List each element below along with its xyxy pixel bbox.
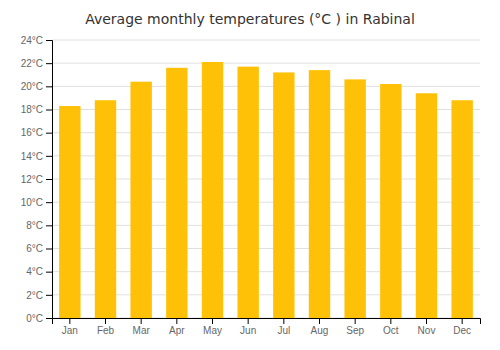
tick-mark [283, 318, 284, 324]
tick-mark [46, 225, 52, 226]
tick-label: 10°C [21, 197, 43, 208]
tick-mark [355, 318, 356, 324]
tick: 0°C [26, 313, 52, 324]
tick: Mar [133, 318, 151, 336]
tick: 10°C [21, 197, 52, 208]
tick: 14°C [21, 151, 52, 162]
tick-label: 16°C [21, 127, 43, 138]
tick: May [203, 318, 222, 336]
tick-mark [426, 318, 427, 324]
tick: Apr [169, 318, 185, 336]
x-axis: Jan Feb Mar Apr May Jun Jul Aug Sep Oct Nov Dec [53, 318, 481, 336]
tick-label: 4°C [26, 266, 43, 277]
grid-line [52, 86, 480, 87]
tick-mark [212, 318, 213, 324]
bar [202, 62, 223, 318]
axis-domain [46, 41, 53, 319]
tick: 24°C [21, 35, 52, 46]
tick-label: Oct [383, 325, 399, 336]
tick-mark [390, 318, 391, 324]
bar [309, 70, 330, 318]
tick: Feb [97, 318, 115, 336]
bar [451, 100, 472, 318]
tick-mark [69, 318, 70, 324]
tick-label: 18°C [21, 104, 43, 115]
bars [59, 62, 473, 318]
tick: 12°C [21, 174, 52, 185]
tick: 8°C [26, 220, 52, 231]
tick-label: 6°C [26, 243, 43, 254]
tick: Dec [453, 318, 471, 336]
tick: 22°C [21, 58, 52, 69]
bar [59, 106, 80, 318]
tick: Aug [311, 318, 329, 336]
tick-mark [46, 179, 52, 180]
tick-label: Mar [133, 325, 151, 336]
tick-mark [46, 63, 52, 64]
tick: 6°C [26, 243, 52, 254]
tick: Oct [383, 318, 399, 336]
grid [52, 40, 480, 318]
tick-label: Sep [346, 325, 364, 336]
tick-label: Feb [97, 325, 115, 336]
tick-mark [46, 133, 52, 134]
tick-mark [46, 202, 52, 203]
tick-label: Aug [311, 325, 329, 336]
tick-mark [46, 249, 52, 250]
plot: 0°C 2°C 4°C 6°C 8°C 10°C 12°C 14°C 16°C 18°C 20°C 2… [21, 35, 481, 336]
tick-label: 20°C [21, 81, 43, 92]
bar [237, 67, 258, 318]
tick: Jul [277, 318, 290, 336]
tick-label: Apr [169, 325, 185, 336]
tick-label: 0°C [26, 313, 43, 324]
tick: 2°C [26, 290, 52, 301]
chart: 0°C 2°C 4°C 6°C 8°C 10°C 12°C 14°C 16°C 18°C 20°C 2… [0, 0, 500, 350]
bar [380, 84, 401, 318]
bar [416, 93, 437, 318]
tick-label: May [203, 325, 222, 336]
tick-mark [176, 318, 177, 324]
tick-mark [46, 40, 52, 41]
tick: Sep [346, 318, 364, 336]
bar [130, 82, 151, 318]
tick: 16°C [21, 127, 52, 138]
bar [166, 68, 187, 318]
bar [95, 100, 116, 318]
tick-label: 22°C [21, 58, 43, 69]
tick-label: 8°C [26, 220, 43, 231]
tick-mark [46, 318, 52, 319]
grid-line [52, 40, 480, 41]
tick-label: Nov [418, 325, 436, 336]
tick-mark [46, 272, 52, 273]
tick: 4°C [26, 266, 52, 277]
tick-label: 2°C [26, 290, 43, 301]
grid-line [52, 63, 480, 64]
tick-label: 12°C [21, 174, 43, 185]
bar [344, 79, 365, 318]
tick-mark [46, 86, 52, 87]
tick: Jun [240, 318, 256, 336]
tick-mark [46, 156, 52, 157]
tick-mark [141, 318, 142, 324]
tick-mark [105, 318, 106, 324]
tick-mark [46, 110, 52, 111]
bar [273, 72, 294, 318]
tick-mark [319, 318, 320, 324]
tick-mark [248, 318, 249, 324]
tick: Jan [62, 318, 78, 336]
tick-label: Jul [277, 325, 290, 336]
tick-label: 24°C [21, 35, 43, 46]
tick-label: Jan [62, 325, 78, 336]
title: Average monthly temperatures (°C ) in Ra… [85, 11, 415, 27]
axis-domain [53, 319, 481, 325]
tick-label: Dec [453, 325, 471, 336]
tick-label: Jun [240, 325, 256, 336]
tick: 18°C [21, 104, 52, 115]
tick-mark [462, 318, 463, 324]
tick-mark [46, 295, 52, 296]
tick-label: 14°C [21, 151, 43, 162]
y-axis: 0°C 2°C 4°C 6°C 8°C 10°C 12°C 14°C 16°C 18°C 20°C 2… [21, 35, 53, 324]
tick: Nov [418, 318, 436, 336]
tick: 20°C [21, 81, 52, 92]
